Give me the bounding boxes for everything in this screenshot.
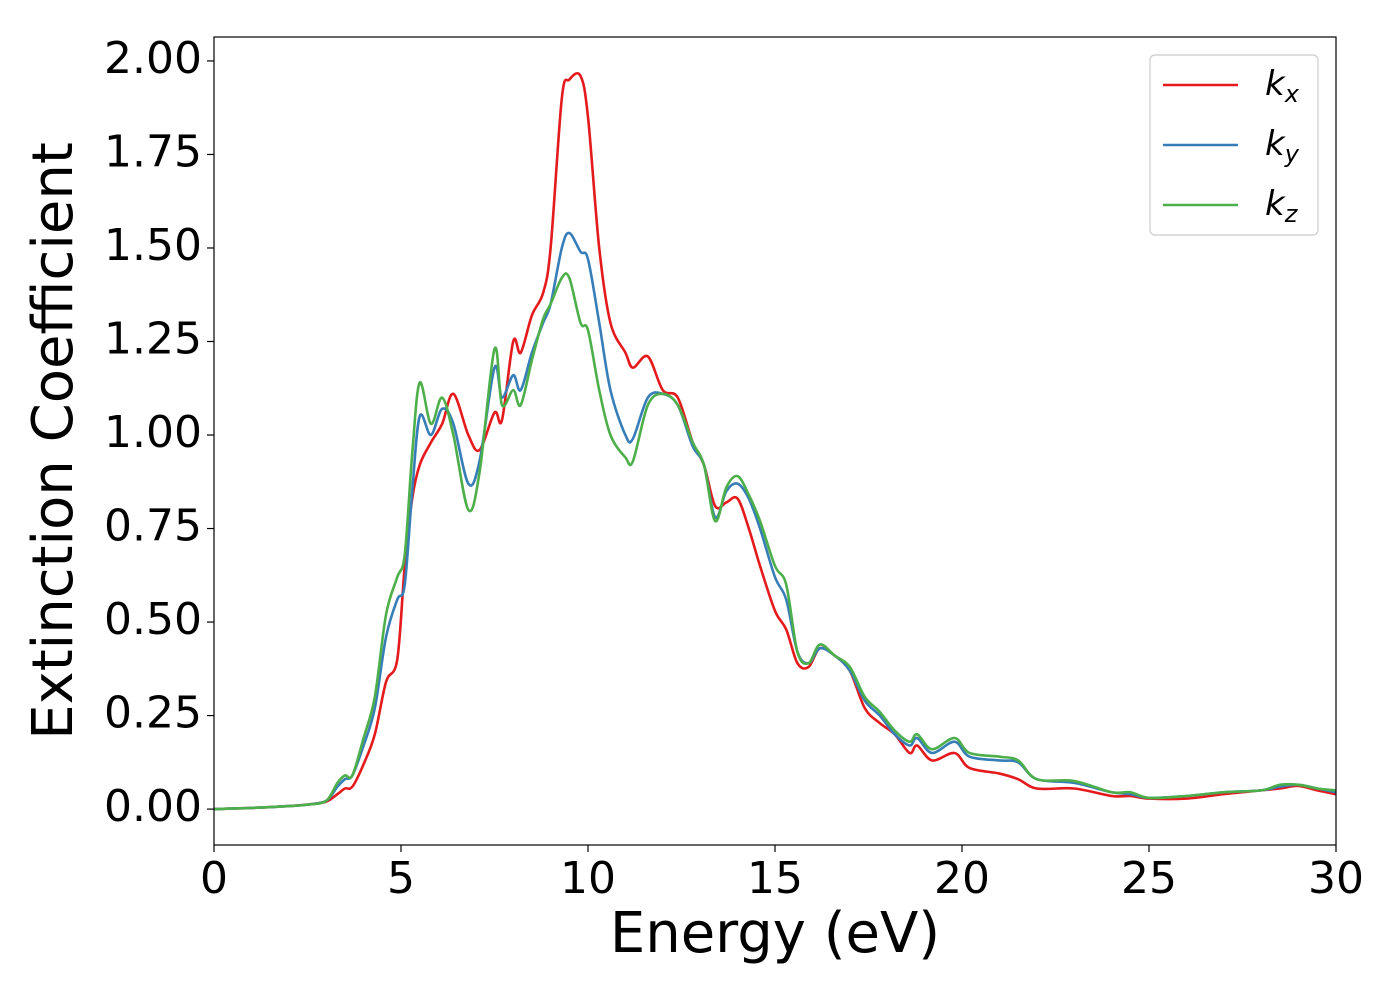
legend-label-sub: x [1284,80,1300,108]
y-tick-label: 0.25 [104,688,202,739]
x-tick-label: 0 [200,853,228,904]
x-tick-label: 15 [747,853,803,904]
x-tick-label: 25 [1121,853,1177,904]
y-tick-label: 1.75 [104,126,202,177]
data-line [214,231,1336,811]
legend-label-sub: z [1284,200,1299,228]
y-axis-label: Extinction Coefficient [21,142,86,740]
legend-label: kx [1265,64,1300,109]
y-tick-label: 0.50 [104,594,202,645]
plot-frame [213,36,1337,846]
x-tick-label: 10 [560,853,616,904]
y-tick-label: 1.00 [104,407,202,458]
x-axis-label: Energy (eV) [610,901,940,966]
data-line [214,272,1336,811]
legend-label-main: k [1265,124,1286,164]
y-tick-label: 0.00 [104,781,202,832]
x-tick-label: 5 [387,853,415,904]
y-tick-label: 1.25 [104,313,202,364]
y-tick-label: 2.00 [104,33,202,84]
legend-label-sub: y [1284,140,1300,168]
x-tick-label: 30 [1308,853,1364,904]
legend-label: kz [1265,184,1299,229]
x-tick-label: 20 [934,853,990,904]
legend-label: ky [1265,124,1300,169]
legend-label-main: k [1265,64,1286,104]
y-tick-label: 0.75 [104,501,202,552]
y-tick-label: 1.50 [104,220,202,271]
legend-label-main: k [1265,184,1286,224]
